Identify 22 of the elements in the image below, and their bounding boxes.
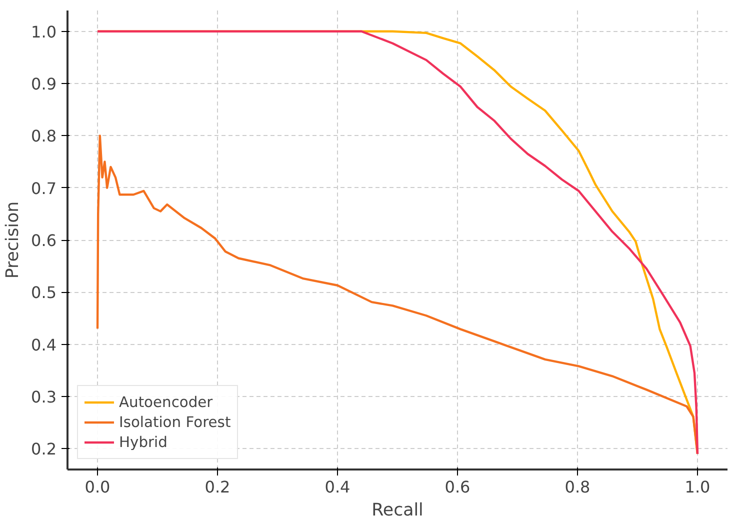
- y-tick-label: 0.2: [31, 440, 57, 459]
- line-series: [96, 134, 699, 455]
- x-tick-label: 0.8: [564, 478, 590, 496]
- y-tick-label: 0.3: [31, 387, 57, 406]
- x-axis-title: Recall: [372, 500, 424, 520]
- line-series: [96, 30, 699, 455]
- y-tick-label: 0.8: [31, 126, 57, 146]
- legend-label: Hybrid: [119, 434, 168, 450]
- y-axis-title: Precision: [3, 201, 24, 279]
- y-tick-label: 0.9: [31, 74, 57, 94]
- x-tick-label: 0.6: [444, 478, 470, 496]
- y-tick-label: 1.0: [31, 22, 57, 42]
- x-tick-label: 0.0: [84, 478, 110, 496]
- y-tick-label: 0.5: [31, 283, 57, 302]
- y-tick-label: 0.6: [31, 231, 57, 250]
- y-tick-label: 0.4: [31, 335, 57, 354]
- x-tick-label: 1.0: [684, 478, 710, 496]
- legend-label: Isolation Forest: [119, 414, 231, 430]
- y-tick-label: 0.7: [31, 178, 57, 198]
- x-tick-label: 0.4: [324, 478, 350, 496]
- x-tick-label: 0.2: [204, 478, 230, 496]
- legend-label: Autoencoder: [119, 394, 213, 410]
